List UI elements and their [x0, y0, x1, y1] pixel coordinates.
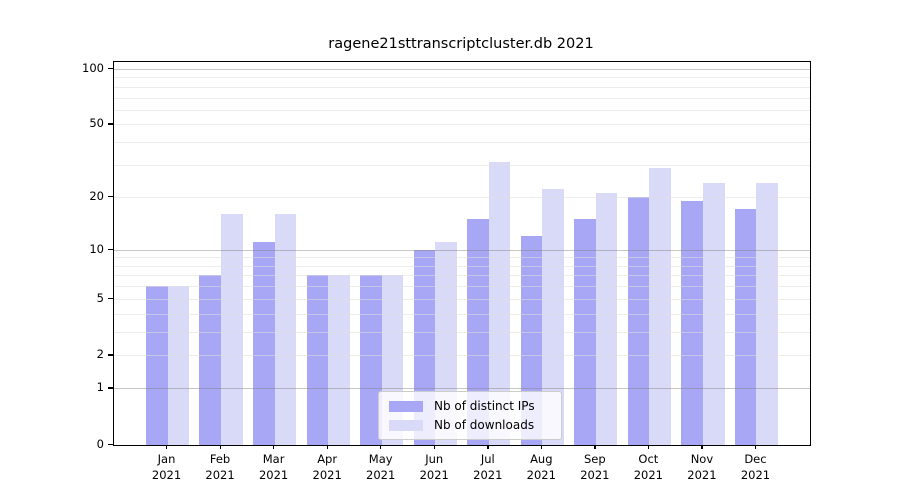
x-tick-mark: [701, 445, 703, 449]
gridline-minor: [114, 286, 810, 288]
y-tick-mark: [108, 387, 113, 389]
y-tick-mark: [108, 297, 113, 300]
y-tick-label: 0: [96, 437, 104, 451]
gridline-minor: [114, 124, 810, 126]
gridline-minor: [114, 109, 810, 111]
gridline-major: [114, 388, 810, 390]
bar-distinct-ips-apr: [306, 275, 329, 445]
x-tick-mark: [540, 445, 543, 449]
y-tick-mark: [108, 195, 113, 198]
x-tick-mark: [273, 445, 275, 449]
bar-downloads-aug: [542, 189, 564, 445]
x-tick-mark: [647, 445, 650, 449]
y-tick-mark: [108, 444, 113, 446]
bar-distinct-ips-nov: [681, 200, 703, 445]
plot-area: Nb of distinct IPs Nb of downloads: [113, 61, 811, 446]
x-tick-label-jul: Jul 2021: [473, 452, 503, 482]
legend-swatch-distinct-ips: [389, 400, 423, 412]
y-tick-mark: [108, 354, 113, 356]
bar-distinct-ips-mar: [253, 242, 275, 445]
legend-label-distinct-ips: Nb of distinct IPs: [434, 399, 535, 413]
legend: Nb of distinct IPs Nb of downloads: [378, 391, 562, 440]
bar-distinct-ips-dec: [734, 209, 757, 445]
x-tick-label-feb: Feb 2021: [205, 452, 235, 482]
x-tick-label-oct: Oct 2021: [633, 452, 664, 482]
legend-label-downloads: Nb of downloads: [434, 418, 535, 432]
x-tick-mark: [433, 445, 436, 449]
y-tick-label: 5: [96, 290, 104, 305]
x-tick-label-apr: Apr 2021: [312, 452, 342, 482]
gridline-minor: [114, 331, 810, 333]
x-tick-label-jan: Jan 2021: [151, 452, 182, 482]
bar-downloads-sep: [595, 193, 618, 445]
bar-distinct-ips-jan: [145, 286, 168, 445]
x-tick-label-dec: Dec 2021: [740, 452, 771, 482]
x-tick-mark: [380, 445, 382, 449]
x-tick-mark: [219, 445, 221, 449]
x-tick-label-mar: Mar 2021: [258, 452, 289, 482]
legend-item-distinct-ips: Nb of distinct IPs: [389, 399, 547, 413]
y-tick-label: 1: [96, 380, 104, 395]
bar-downloads-nov: [702, 182, 725, 445]
gridline-minor: [114, 86, 810, 88]
bar-downloads-feb: [221, 214, 243, 445]
y-tick-mark: [108, 248, 113, 250]
gridline-minor: [114, 275, 810, 277]
bar-distinct-ips-oct: [627, 196, 650, 445]
bar-downloads-jul: [488, 162, 511, 445]
y-tick-label: 100: [82, 60, 104, 75]
gridline-major: [114, 68, 810, 70]
bar-distinct-ips-feb: [199, 275, 222, 445]
x-tick-label-sep: Sep 2021: [580, 452, 610, 482]
gridline-minor: [114, 77, 810, 79]
legend-swatch-downloads: [389, 419, 423, 431]
gridline-minor: [114, 313, 810, 315]
bar-distinct-ips-may: [360, 275, 382, 445]
y-tick-mark: [108, 123, 113, 125]
y-tick-label: 2: [96, 347, 104, 362]
x-tick-label-aug: Aug 2021: [526, 452, 556, 482]
x-tick-label-nov: Nov 2021: [687, 452, 717, 482]
gridline-minor: [114, 355, 810, 357]
y-tick-label: 10: [89, 241, 104, 256]
gridline-minor: [114, 142, 810, 144]
bar-downloads-apr: [328, 275, 350, 445]
y-tick-label: 50: [89, 116, 104, 131]
x-tick-label-may: May 2021: [366, 452, 396, 482]
gridline-minor: [114, 97, 810, 99]
x-tick-mark: [594, 445, 596, 449]
bar-downloads-dec: [756, 182, 779, 445]
gridline-minor: [114, 265, 810, 267]
gridline-major: [114, 249, 810, 251]
gridline-minor: [114, 165, 810, 167]
y-tick-mark: [108, 67, 113, 70]
gridline-minor: [114, 196, 810, 198]
gridline-minor: [114, 298, 810, 300]
legend-item-downloads: Nb of downloads: [389, 418, 547, 432]
x-tick-mark: [754, 445, 757, 449]
bar-downloads-jan: [167, 286, 190, 445]
x-tick-mark: [487, 445, 489, 449]
x-tick-label-jun: Jun 2021: [419, 452, 449, 482]
chart-title: ragene21sttranscriptcluster.db 2021: [328, 36, 594, 52]
gridline-minor: [114, 257, 810, 259]
y-axis-labels: 100 50 20 10 5 2 1 0: [0, 60, 104, 451]
y-tick-label: 20: [89, 188, 104, 203]
x-tick-mark: [166, 445, 168, 449]
bar-downloads-oct: [649, 167, 671, 445]
x-tick-mark: [326, 445, 328, 449]
bar-downloads-mar: [274, 214, 297, 445]
